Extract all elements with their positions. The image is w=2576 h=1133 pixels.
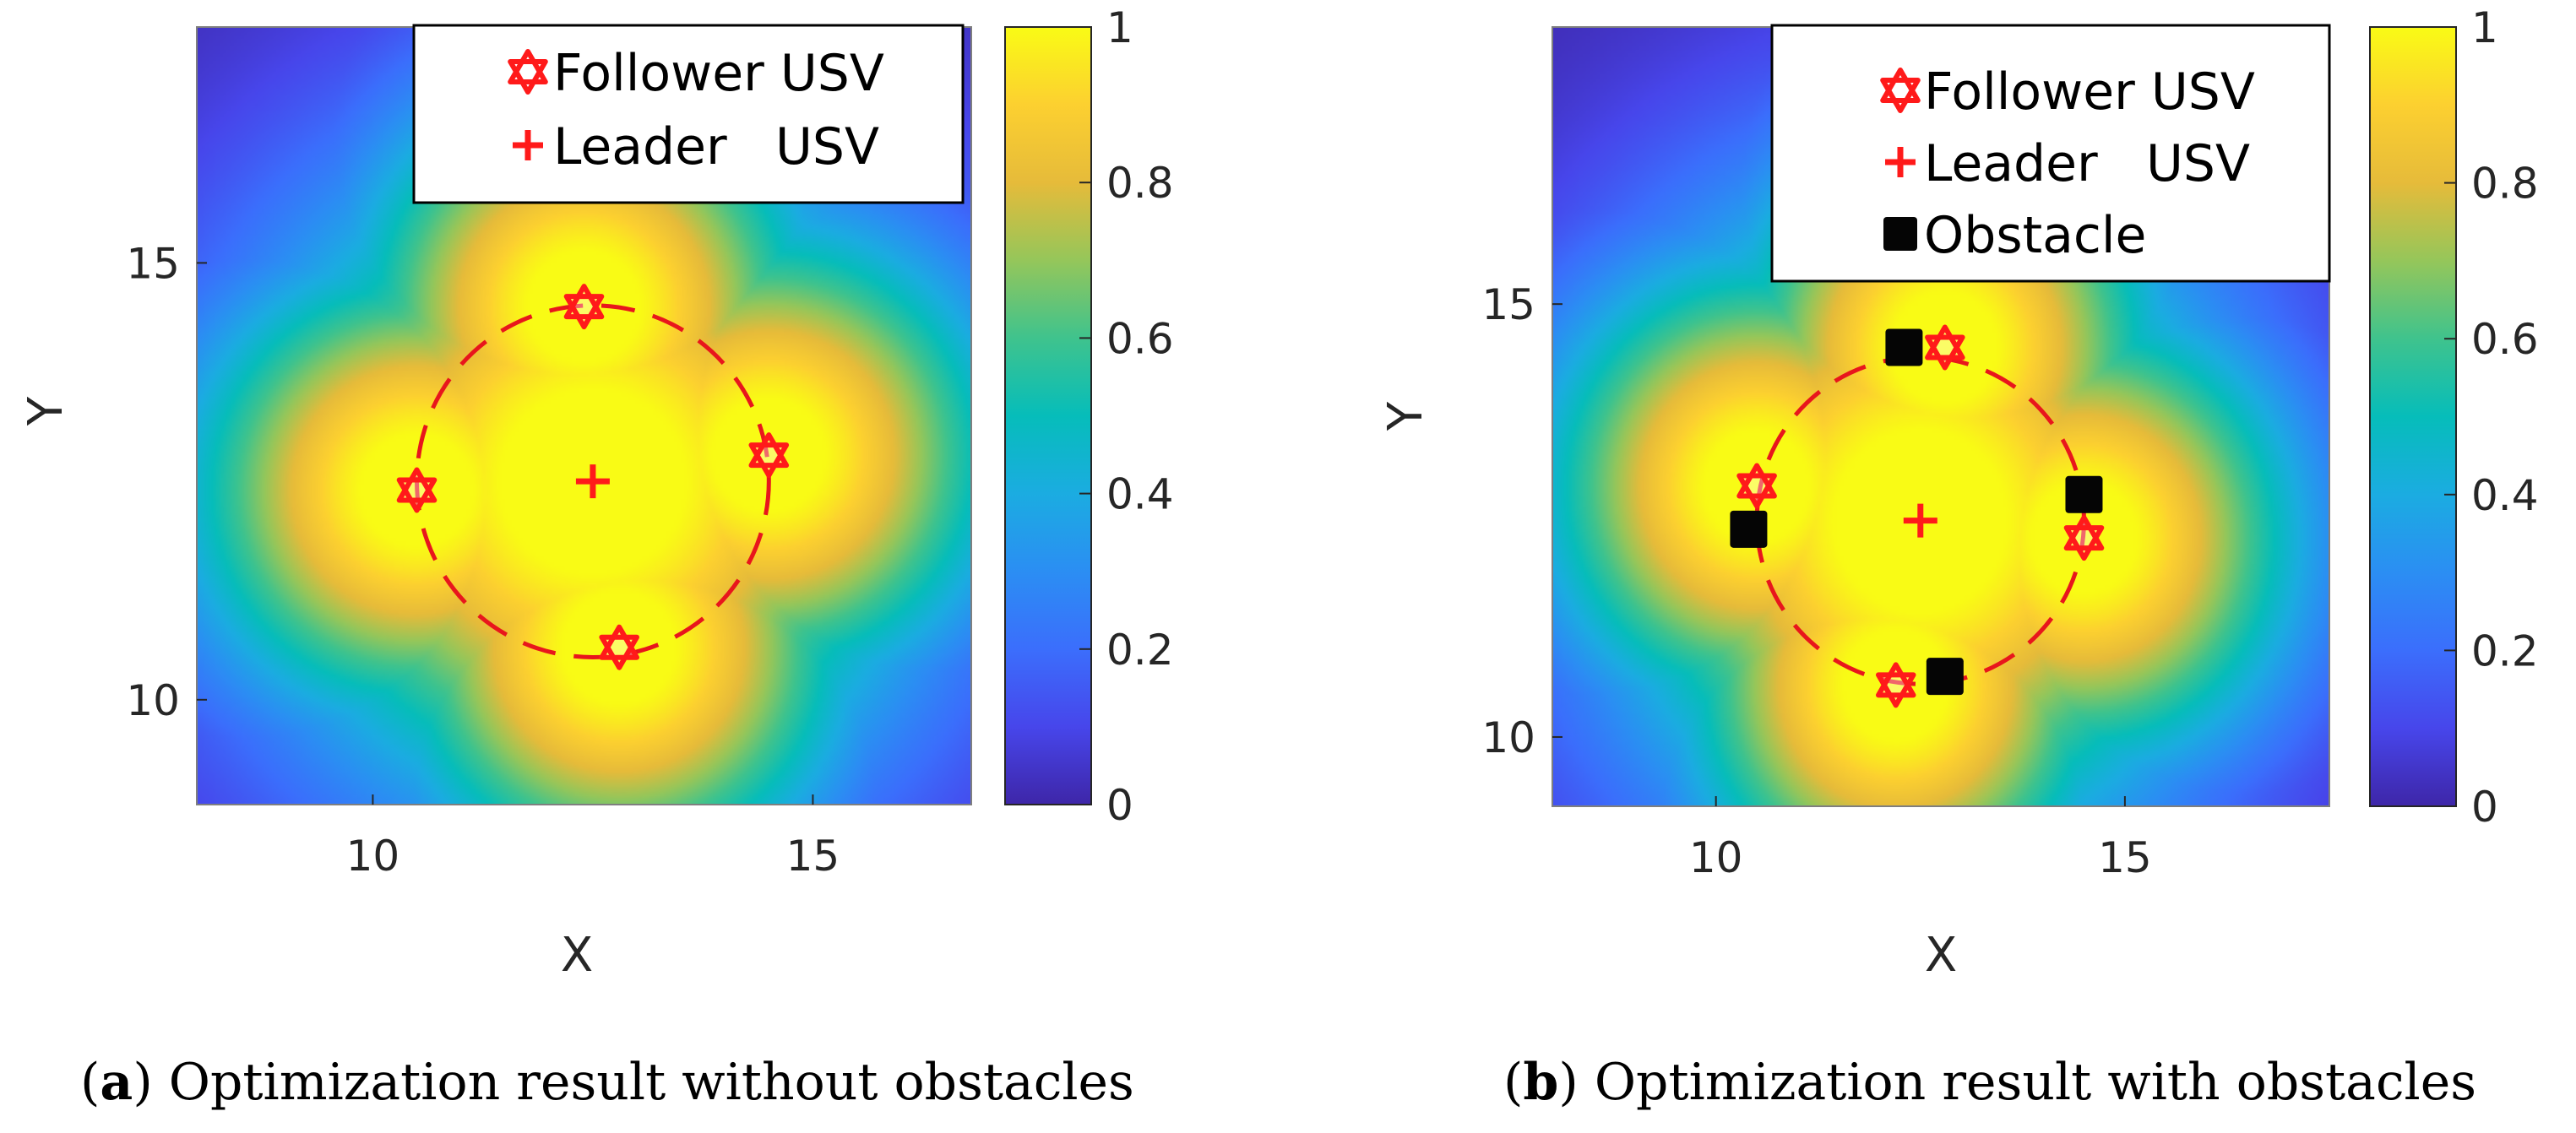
colorbar-tick-label: 0.6	[1106, 314, 1174, 363]
colorbar-tick-label: 0.8	[1106, 159, 1174, 208]
follower-usv-marker-2	[748, 432, 790, 479]
obstacle-marker-3	[1926, 658, 1964, 696]
y-axis-label-b: Y	[1378, 401, 1433, 431]
y-ticks-b: 10 15	[1481, 280, 1562, 762]
legend-a: Follower USV Leader USV	[412, 24, 965, 204]
colorbar-tick-label: 0	[1106, 781, 1133, 830]
colorbar-tick-label: 0.6	[2471, 315, 2539, 364]
y-axis-label-a: Y	[19, 396, 73, 426]
colorbar-tick-label: 0.4	[2471, 471, 2539, 520]
follower-usv-marker-3	[1876, 662, 1916, 708]
caption-a: (a) Optimization result without obstacle…	[80, 1053, 1134, 1112]
legend-leader-label-a: Leader USV	[553, 117, 879, 176]
follower-usv-marker-3	[599, 624, 639, 670]
colorbar-tick-label: 0.4	[1106, 470, 1174, 519]
y-ticks-a: 10 15	[126, 239, 207, 725]
legend-square-icon	[1883, 217, 1917, 251]
legend-leader-symbol-a	[513, 130, 543, 160]
caption-b: (b) Optimization result with obstacles	[1503, 1053, 2476, 1112]
legend-hexagram-icon	[508, 49, 548, 95]
colorbar-b	[2369, 26, 2457, 807]
x-axis-label-a: X	[561, 928, 593, 983]
legend-follower-symbol-b	[1880, 68, 1921, 113]
y-tick-label: 10	[1481, 713, 1535, 762]
colorbar-a	[1004, 26, 1092, 805]
colorbar-tick-label: 0.8	[2471, 160, 2539, 209]
x-ticks-b: 10 15	[1689, 796, 2152, 882]
y-tick-label: 15	[1481, 280, 1535, 329]
follower-usv-marker-4	[396, 467, 437, 513]
x-tick-label: 10	[346, 832, 400, 881]
obstacle-marker-2	[2065, 475, 2103, 513]
follower-usv-marker-2	[2063, 515, 2105, 561]
follower-usv-marker-4	[1736, 463, 1777, 509]
x-axis-label-b: X	[1925, 928, 1957, 983]
x-ticks-a: 10 15	[346, 794, 840, 881]
legend-leader-symbol-b	[1885, 147, 1916, 177]
x-tick-label: 15	[786, 832, 840, 881]
legend-box-b	[1770, 24, 2331, 283]
colorbar-tick-label: 0.2	[2471, 626, 2539, 675]
legend-leader-label-b: Leader USV	[1924, 134, 2250, 193]
colorbar-ticks-a: 0 0.2 0.4 0.6 0.8 1	[1079, 3, 1174, 830]
legend-b: Follower USV Leader USV Obstacle	[1770, 24, 2331, 283]
colorbar-tick-label: 0	[2471, 783, 2498, 832]
legend-plus-icon	[513, 130, 543, 160]
legend-hexagram-icon	[1880, 68, 1921, 113]
overlay-b	[1730, 324, 2105, 708]
legend-follower-label-a: Follower USV	[553, 44, 884, 103]
caption-text-a: Optimization result without obstacles	[169, 1053, 1134, 1112]
colorbar-tick-label: 0.2	[1106, 626, 1174, 675]
obstacle-marker-4	[1730, 510, 1768, 548]
y-tick-label: 15	[126, 239, 180, 288]
colorbar-ticks-b: 0 0.2 0.4 0.6 0.8 1	[2444, 3, 2539, 832]
colorbar-tick-label: 1	[2471, 3, 2498, 52]
follower-usv-marker-1	[563, 284, 605, 330]
caption-letter-b: b	[1523, 1053, 1558, 1112]
x-tick-label: 15	[2098, 833, 2152, 882]
legend-obstacle-label-b: Obstacle	[1924, 206, 2146, 265]
caption-letter-a: a	[100, 1053, 133, 1112]
colorbar-tick-label: 1	[1106, 3, 1133, 52]
legend-box-a	[412, 24, 965, 204]
leader-usv-marker	[575, 464, 610, 499]
legend-plus-icon	[1885, 147, 1916, 177]
obstacle-marker-1	[1885, 328, 1923, 366]
leader-usv-marker	[1903, 503, 1937, 538]
x-tick-label: 10	[1689, 833, 1743, 882]
y-tick-label: 10	[126, 676, 180, 725]
legend-follower-symbol-a	[508, 49, 548, 95]
overlay-a	[396, 284, 790, 670]
follower-usv-marker-1	[1925, 324, 1965, 371]
caption-text-b: Optimization result with obstacles	[1595, 1053, 2476, 1112]
legend-obstacle-symbol-b	[1883, 217, 1917, 251]
legend-follower-label-b: Follower USV	[1924, 62, 2255, 122]
